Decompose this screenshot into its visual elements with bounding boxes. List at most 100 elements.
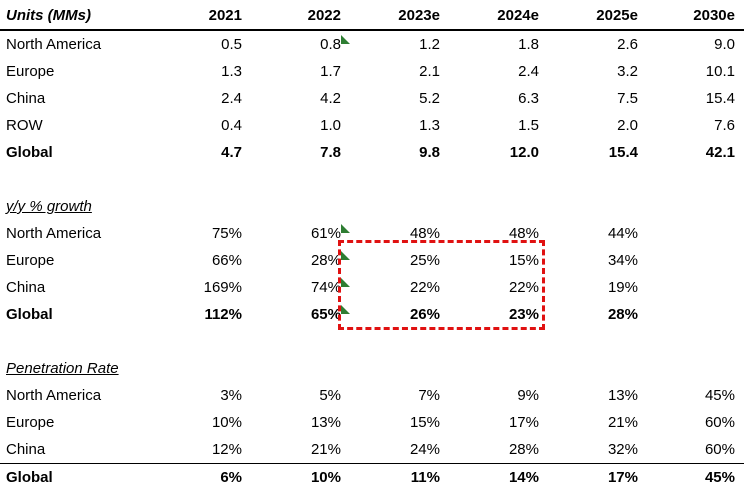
cell-penetration-europe-2023e[interactable]: 15% [409,414,440,431]
cell-penetration-europe-2022[interactable]: 13% [310,414,341,431]
cell-growth-europe-2022[interactable]: 28% [251,247,350,274]
row-label-north-america[interactable]: North America [6,387,102,404]
column-header-2030e[interactable]: 2030e [647,2,744,31]
cell-growth-north-america-2030e[interactable] [647,220,744,247]
cell-units-global-2021[interactable]: 4.7 [221,144,242,161]
cell-units-north-america-2024e[interactable]: 1.8 [518,36,539,53]
cell-growth-europe-2024e[interactable]: 15% [508,252,539,269]
cell-units-north-america-2025e[interactable]: 2.6 [617,36,638,53]
cell-growth-china-2024e[interactable]: 22% [508,279,539,296]
cell-units-china-2030e[interactable]: 15.4 [705,90,735,107]
cell-units-north-america-2030e[interactable]: 9.0 [714,36,735,53]
cell-units-europe-2022[interactable]: 1.7 [320,63,341,80]
cell-units-north-america-2023e[interactable]: 1.2 [419,36,440,53]
cell-penetration-global-2030e[interactable]: 45% [647,463,744,488]
cell-growth-north-america-2024e[interactable]: 48% [508,225,539,242]
cell-units-north-america-2021[interactable]: 0.5 [221,36,242,53]
cell-penetration-global-2025e[interactable]: 17% [548,463,647,488]
cell-penetration-north-america-2023e[interactable]: 7% [418,387,440,404]
column-header-2022[interactable]: 2022 [251,2,350,31]
cell-growth-china-2023e[interactable]: 22% [409,279,440,296]
cell-penetration-global-2024e[interactable]: 14% [449,463,548,488]
cell-penetration-global-2023e[interactable]: 11% [350,463,449,488]
column-header-2021[interactable]: 2021 [152,2,251,31]
cell-units-global-2022[interactable]: 7.8 [320,144,341,161]
cell-units-china-2025e[interactable]: 7.5 [617,90,638,107]
section-title-cell-penetration[interactable]: Penetration Rate [0,355,744,382]
row-label-global[interactable]: Global [6,306,53,323]
row-label-china[interactable]: China [6,90,46,107]
cell-growth-global-2023e[interactable]: 26% [409,306,440,323]
cell-units-global-2024e[interactable]: 12.0 [509,144,539,161]
cell-growth-global-2022[interactable]: 65% [251,301,350,328]
cell-penetration-north-america-2024e[interactable]: 9% [517,387,539,404]
cell-units-global-2023e[interactable]: 9.8 [419,144,440,161]
cell-penetration-north-america-2025e[interactable]: 13% [607,387,638,404]
cell-growth-global-2030e[interactable] [647,301,744,328]
column-header-2023e[interactable]: 2023e [350,2,449,31]
cell-growth-china-2025e[interactable]: 19% [607,279,638,296]
cell-units-europe-2024e[interactable]: 2.4 [518,63,539,80]
cell-penetration-north-america-2021[interactable]: 3% [220,387,242,404]
cell-units-row-2023e[interactable]: 1.3 [419,117,440,134]
section-title-cell-growth[interactable]: y/y % growth [0,193,744,220]
cell-units-europe-2023e[interactable]: 2.1 [419,63,440,80]
cell-penetration-china-2022[interactable]: 21% [310,441,341,458]
cell-growth-china-2021[interactable]: 169% [203,279,242,296]
cell-units-row-2030e[interactable]: 7.6 [714,117,735,134]
row-label-global[interactable]: Global [6,144,53,161]
cell-penetration-north-america-2022[interactable]: 5% [319,387,341,404]
row-label-europe[interactable]: Europe [6,252,55,269]
cell-growth-north-america-2022[interactable]: 61% [251,220,350,247]
row-label-row[interactable]: ROW [6,117,43,134]
cell-growth-europe-2030e[interactable] [647,247,744,274]
cell-growth-global-2025e[interactable]: 28% [607,306,638,323]
cell-growth-north-america-2025e[interactable]: 44% [607,225,638,242]
row-label-china[interactable]: China [6,279,46,296]
cell-growth-global-2024e[interactable]: 23% [508,306,539,323]
cell-units-row-2025e[interactable]: 2.0 [617,117,638,134]
cell-growth-europe-2021[interactable]: 66% [211,252,242,269]
cell-units-north-america-2022[interactable]: 0.8 [251,30,350,58]
cell-units-china-2023e[interactable]: 5.2 [419,90,440,107]
cell-units-europe-2025e[interactable]: 3.2 [617,63,638,80]
column-header-2025e[interactable]: 2025e [548,2,647,31]
cell-penetration-europe-2030e[interactable]: 60% [704,414,735,431]
cell-penetration-europe-2025e[interactable]: 21% [607,414,638,431]
cell-penetration-north-america-2030e[interactable]: 45% [704,387,735,404]
cell-units-europe-2030e[interactable]: 10.1 [705,63,735,80]
cell-units-europe-2021[interactable]: 1.3 [221,63,242,80]
cell-units-global-2030e[interactable]: 42.1 [705,144,735,161]
column-header-2024e[interactable]: 2024e [449,2,548,31]
row-label-china[interactable]: China [6,441,46,458]
cell-units-row-2022[interactable]: 1.0 [320,117,341,134]
cell-growth-china-2030e[interactable] [647,274,744,301]
cell-penetration-china-2024e[interactable]: 28% [508,441,539,458]
cell-growth-global-2021[interactable]: 112% [204,306,242,323]
cell-growth-north-america-2021[interactable]: 75% [211,225,242,242]
cell-penetration-china-2025e[interactable]: 32% [607,441,638,458]
cell-penetration-europe-2021[interactable]: 10% [211,414,242,431]
cell-units-china-2024e[interactable]: 6.3 [518,90,539,107]
cell-growth-north-america-2023e[interactable]: 48% [409,225,440,242]
row-label-europe[interactable]: Europe [6,414,55,431]
row-label-north-america[interactable]: North America [6,225,102,242]
cell-penetration-china-2030e[interactable]: 60% [704,441,735,458]
cell-penetration-china-2021[interactable]: 12% [211,441,242,458]
cell-growth-europe-2023e[interactable]: 25% [409,252,440,269]
cell-growth-china-2022[interactable]: 74% [251,274,350,301]
units-header-cell[interactable]: Units (MMs) [0,2,152,31]
cell-units-row-2021[interactable]: 0.4 [221,117,242,134]
row-label-global[interactable]: Global [0,463,152,488]
cell-units-china-2021[interactable]: 2.4 [221,90,242,107]
row-label-europe[interactable]: Europe [6,63,55,80]
cell-units-china-2022[interactable]: 4.2 [320,90,341,107]
cell-penetration-europe-2024e[interactable]: 17% [508,414,539,431]
cell-growth-europe-2025e[interactable]: 34% [607,252,638,269]
row-label-north-america[interactable]: North America [6,36,102,53]
cell-penetration-china-2023e[interactable]: 24% [409,441,440,458]
cell-units-row-2024e[interactable]: 1.5 [518,117,539,134]
cell-penetration-global-2021[interactable]: 6% [152,463,251,488]
cell-units-global-2025e[interactable]: 15.4 [608,144,638,161]
cell-penetration-global-2022[interactable]: 10% [251,463,350,488]
